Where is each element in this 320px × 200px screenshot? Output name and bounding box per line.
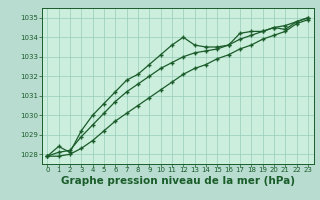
X-axis label: Graphe pression niveau de la mer (hPa): Graphe pression niveau de la mer (hPa) (60, 176, 295, 186)
